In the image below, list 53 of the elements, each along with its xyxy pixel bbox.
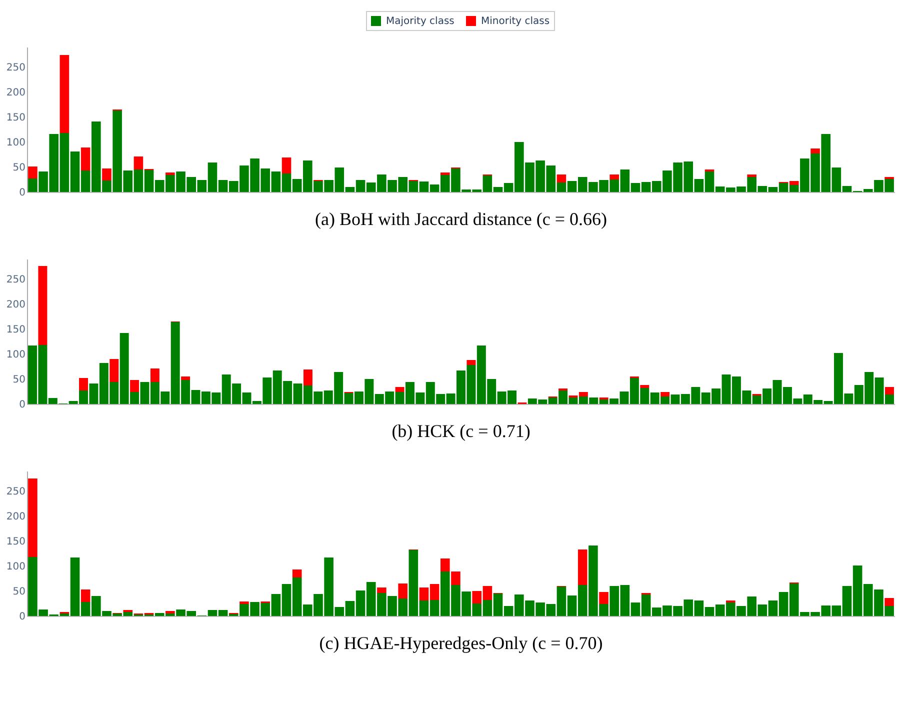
bar bbox=[599, 592, 608, 604]
bar bbox=[303, 370, 312, 386]
bar bbox=[102, 168, 112, 180]
y-tick-label: 0 bbox=[19, 188, 26, 198]
bar bbox=[578, 550, 588, 585]
bar bbox=[28, 166, 38, 178]
bar bbox=[38, 266, 48, 345]
bar bbox=[181, 376, 190, 380]
bar bbox=[80, 148, 90, 170]
y-tick-label: 150 bbox=[6, 112, 26, 124]
bar bbox=[60, 55, 70, 133]
text: (b) HCK (c = 0.71) bbox=[392, 421, 530, 441]
y-tick-label: 0 bbox=[19, 400, 26, 410]
y-tick-label: 100 bbox=[6, 350, 26, 360]
y-tick-label: 0 bbox=[19, 612, 26, 622]
legend-label: Majority class bbox=[386, 16, 454, 27]
y-tick-label: 250 bbox=[6, 62, 26, 74]
y-tick-label: 50 bbox=[12, 374, 26, 386]
bar bbox=[395, 387, 404, 392]
text: (a) BoH with Jaccard distance (c = 0.66) bbox=[314, 209, 608, 229]
y-tick-label: 100 bbox=[6, 138, 26, 148]
y-tick-label: 50 bbox=[12, 162, 26, 174]
bar bbox=[110, 359, 119, 382]
bar bbox=[610, 174, 619, 180]
bar bbox=[884, 598, 894, 606]
bar bbox=[292, 570, 302, 578]
y-tick-label: 100 bbox=[6, 562, 26, 572]
bar bbox=[810, 148, 820, 154]
bar bbox=[28, 478, 38, 557]
bar bbox=[640, 385, 650, 388]
bar bbox=[556, 174, 566, 182]
bar bbox=[466, 360, 476, 365]
bar bbox=[130, 380, 140, 392]
bar bbox=[80, 590, 90, 602]
bar bbox=[885, 387, 894, 394]
bar bbox=[377, 588, 386, 593]
y-tick-label: 50 bbox=[12, 586, 26, 598]
bar bbox=[398, 584, 408, 598]
y-tick-label: 250 bbox=[6, 274, 26, 286]
bar bbox=[660, 392, 670, 396]
bar bbox=[282, 158, 292, 174]
legend-label: Minority class bbox=[481, 16, 550, 27]
y-tick-label: 200 bbox=[6, 300, 26, 310]
y-tick-label: 200 bbox=[6, 88, 26, 98]
bar bbox=[440, 558, 450, 572]
y-tick-label: 250 bbox=[6, 486, 26, 498]
bar bbox=[150, 368, 160, 382]
bar bbox=[79, 378, 88, 390]
y-tick-label: 200 bbox=[6, 512, 26, 522]
y-tick-label: 150 bbox=[6, 324, 26, 336]
text: (c) HGAE-Hyperedges-Only (c = 0.70) bbox=[319, 633, 603, 653]
bar bbox=[451, 572, 460, 585]
y-tick-label: 150 bbox=[6, 536, 26, 548]
